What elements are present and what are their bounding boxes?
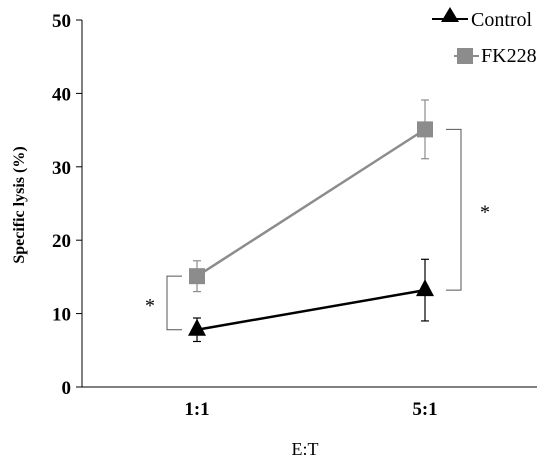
legend-control-label: Control xyxy=(471,9,533,31)
fk228-point xyxy=(189,268,205,285)
fk228-series-line xyxy=(196,128,426,278)
y-tick-labels: 0 10 20 30 40 50 xyxy=(52,11,82,399)
y-tick-label: 20 xyxy=(52,231,71,252)
y-tick-label: 30 xyxy=(52,158,71,179)
y-tick-label: 10 xyxy=(52,305,71,326)
significance-star: * xyxy=(480,202,490,224)
y-tick-label: 50 xyxy=(52,11,71,32)
legend: Control FK228 xyxy=(432,7,537,67)
significance-star: * xyxy=(145,295,155,317)
legend-fk228-square-icon xyxy=(457,48,473,64)
control-point xyxy=(188,318,206,336)
x-axis-label: E:T xyxy=(292,439,319,459)
y-tick-label: 0 xyxy=(62,378,72,399)
legend-fk228-label: FK228 xyxy=(481,45,537,67)
x-tick-label: 5:1 xyxy=(412,399,437,420)
series-group xyxy=(188,99,434,343)
control-point xyxy=(416,279,434,297)
control-series-line xyxy=(196,288,426,331)
y-axis-label: Specific lysis (%) xyxy=(11,146,28,263)
significance-bracket xyxy=(446,128,462,291)
x-tick-labels: 1:1 5:1 xyxy=(184,399,437,420)
fk228-point xyxy=(417,121,433,138)
significance-bracket xyxy=(166,275,182,331)
y-tick-label: 40 xyxy=(52,84,71,105)
x-tick-label: 1:1 xyxy=(184,399,209,420)
significance-annotations: ** xyxy=(145,128,490,331)
